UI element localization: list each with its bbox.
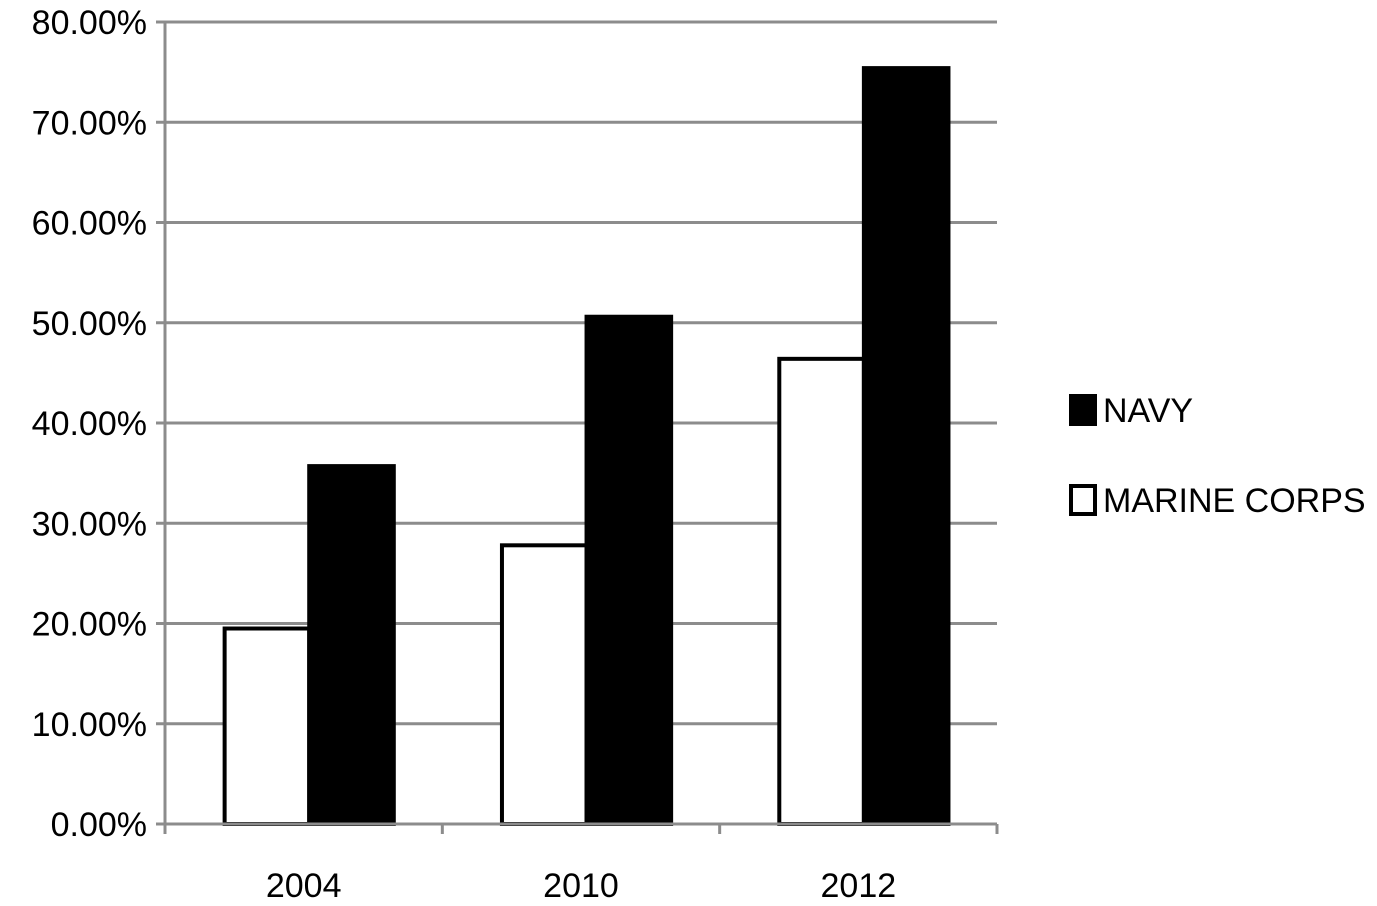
x-axis-tick-labels: 2004 2010 2012 [266,867,896,905]
y-tick-label: 30.00% [32,505,147,543]
bar-navy-2004 [307,464,396,826]
y-tick-label: 40.00% [32,405,147,443]
y-tick-label: 70.00% [32,104,147,142]
legend-label-navy: NAVY [1103,392,1193,430]
bar-navy-2012 [861,66,951,827]
bar-marine-corps-2010 [499,543,589,826]
legend: NAVY MARINE CORPS [1069,392,1366,520]
y-tick-label: 60.00% [32,205,147,243]
bar-navy-2010 [584,314,674,826]
bar-marine-corps-2012 [777,356,866,826]
y-tick-label: 50.00% [32,305,147,343]
y-tick-label: 80.00% [32,4,147,42]
y-axis-tick-labels: 0.00% 10.00% 20.00% 30.00% 40.00% 50.00% 60.00… [32,4,147,844]
x-tick-label: 2010 [543,867,619,905]
y-tick-label: 0.00% [51,806,147,844]
legend-swatch-marine-corps [1069,484,1097,516]
y-tick-label: 10.00% [32,706,147,744]
legend-label-marine-corps: MARINE CORPS [1103,482,1366,520]
bars [222,66,951,827]
x-tick-label: 2012 [821,867,897,905]
bar-marine-corps-2004 [222,626,312,827]
x-tick-label: 2004 [266,867,342,905]
y-tick-label: 20.00% [32,606,147,644]
x-axis-ticks [163,824,999,834]
legend-swatch-navy [1069,394,1097,426]
